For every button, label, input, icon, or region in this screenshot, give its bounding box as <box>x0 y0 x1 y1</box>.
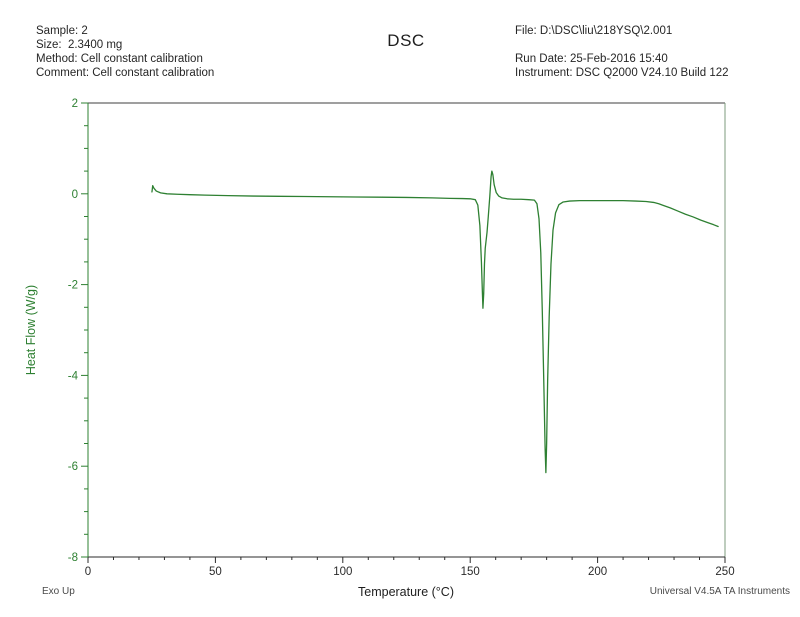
svg-text:0: 0 <box>85 566 91 578</box>
file-line: File: D:\DSC\liu\218YSQ\2.001 <box>515 25 673 37</box>
x-axis-title: Temperature (°C) <box>358 585 454 599</box>
comment-line: Comment: Cell constant calibration <box>36 67 215 79</box>
svg-text:100: 100 <box>333 566 352 578</box>
page-title: DSC <box>387 31 425 50</box>
svg-text:2: 2 <box>72 98 78 110</box>
y-axis-ticks: -8 -6 -4 -2 0 2 <box>68 98 88 564</box>
method-line: Method: Cell constant calibration <box>36 53 203 65</box>
sample-info-block: Sample: 2 Size: 2.3400 mg Method: Cell c… <box>36 24 214 80</box>
x-axis-ticks: 0 50 100 150 200 250 <box>85 557 735 578</box>
sample-line: Sample: 2 <box>36 25 88 37</box>
svg-text:250: 250 <box>715 566 734 578</box>
run-date-line: Run Date: 25-Feb-2016 15:40 <box>515 53 668 65</box>
y-axis-title: Heat Flow (W/g) <box>24 284 38 376</box>
svg-text:50: 50 <box>209 566 222 578</box>
svg-text:200: 200 <box>588 566 607 578</box>
file-info-block: File: D:\DSC\liu\218YSQ\2.001 Run Date: … <box>515 24 729 80</box>
instrument-line: Instrument: DSC Q2000 V24.10 Build 122 <box>515 67 729 79</box>
size-line: Size: 2.3400 mg <box>36 39 123 51</box>
svg-text:0: 0 <box>72 189 78 201</box>
plot-border <box>87 102 726 558</box>
svg-text:-8: -8 <box>68 552 78 564</box>
svg-text:-4: -4 <box>68 370 79 382</box>
svg-text:-2: -2 <box>68 280 78 292</box>
svg-text:150: 150 <box>461 566 480 578</box>
exo-up-label: Exo Up <box>42 586 75 597</box>
heat-flow-curve <box>151 170 719 474</box>
svg-text:-6: -6 <box>68 461 78 473</box>
credit-label: Universal V4.5A TA Instruments <box>649 586 790 597</box>
